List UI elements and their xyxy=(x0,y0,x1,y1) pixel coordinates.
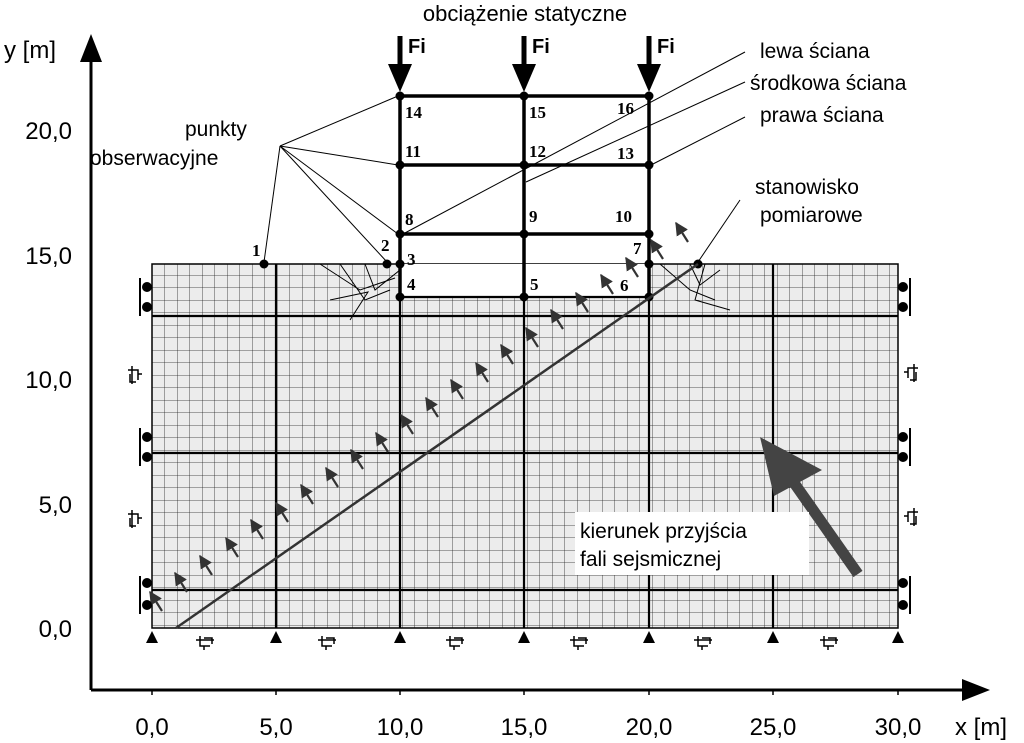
y-axis-label: y [m] xyxy=(4,37,56,64)
point-4 xyxy=(395,292,405,302)
point-labels: 1 2 3 4 5 6 7 8 9 10 11 12 13 14 15 16 xyxy=(252,99,642,295)
load-label-3: Fi xyxy=(657,36,675,58)
point-7 xyxy=(644,259,654,269)
svg-text:11: 11 xyxy=(405,142,421,161)
load-label-2: Fi xyxy=(532,36,550,58)
svg-text:10,0: 10,0 xyxy=(377,714,424,741)
right-wall-label: prawa ściana xyxy=(760,104,884,127)
diagram-title: obciążenie statyczne xyxy=(423,1,627,26)
point-14 xyxy=(395,91,405,101)
damper-symbols xyxy=(128,364,918,650)
point-16 xyxy=(644,91,654,101)
wave-front xyxy=(149,221,699,630)
point-5 xyxy=(519,292,529,302)
svg-text:2: 2 xyxy=(381,236,390,255)
point-15 xyxy=(519,91,529,101)
svg-text:4: 4 xyxy=(407,275,416,294)
measurement-station-label-2: pomiarowe xyxy=(760,204,863,227)
point-12 xyxy=(519,160,529,170)
point-8 xyxy=(395,229,405,239)
svg-text:0,0: 0,0 xyxy=(39,616,72,643)
bottom-supports xyxy=(146,631,904,643)
point-10 xyxy=(644,229,654,239)
point-1 xyxy=(259,259,269,269)
load-label-1: Fi xyxy=(408,36,426,58)
point-3 xyxy=(395,259,405,269)
left-wall-label: lewa ściana xyxy=(760,40,870,63)
x-axis-label: x [m] xyxy=(955,714,1007,741)
svg-text:1: 1 xyxy=(252,241,261,260)
svg-text:fali sejsmicznej: fali sejsmicznej xyxy=(580,548,721,571)
svg-text:25,0: 25,0 xyxy=(750,714,797,741)
svg-text:14: 14 xyxy=(405,103,423,122)
measurement-station-label-1: stanowisko xyxy=(755,176,859,199)
svg-text:15,0: 15,0 xyxy=(25,243,72,270)
boundary-supports xyxy=(139,278,911,614)
axes xyxy=(80,34,990,701)
svg-text:10,0: 10,0 xyxy=(25,367,72,394)
svg-text:30,0: 30,0 xyxy=(875,714,922,741)
svg-text:9: 9 xyxy=(529,207,538,226)
svg-text:10: 10 xyxy=(615,207,632,226)
svg-text:20,0: 20,0 xyxy=(25,118,72,145)
y-tick-labels: 0,0 5,0 10,0 15,0 20,0 xyxy=(25,118,72,643)
wall-leader-lines xyxy=(402,51,746,263)
point-11 xyxy=(395,160,405,170)
observation-points-label-1: punkty xyxy=(185,118,247,141)
svg-text:13: 13 xyxy=(617,144,634,163)
observation-leader-lines xyxy=(263,95,399,263)
axis-ticks xyxy=(151,690,899,695)
svg-text:6: 6 xyxy=(620,276,629,295)
seismic-direction-arrow xyxy=(760,437,863,578)
svg-text:8: 8 xyxy=(405,210,414,229)
point-9 xyxy=(519,229,529,239)
svg-text:5,0: 5,0 xyxy=(259,714,292,741)
point-2 xyxy=(382,259,392,269)
x-tick-labels: 0,0 5,0 10,0 15,0 20,0 25,0 30,0 xyxy=(135,714,921,741)
svg-text:kierunek przyjścia: kierunek przyjścia xyxy=(580,520,747,543)
svg-text:5: 5 xyxy=(530,275,539,294)
svg-text:15,0: 15,0 xyxy=(501,714,548,741)
seismic-wave-label: kierunek przyjścia fali sejsmicznej xyxy=(575,512,809,575)
svg-text:0,0: 0,0 xyxy=(135,714,168,741)
svg-text:15: 15 xyxy=(529,103,546,122)
svg-text:12: 12 xyxy=(529,142,546,161)
svg-text:7: 7 xyxy=(633,239,642,258)
svg-text:5,0: 5,0 xyxy=(39,492,72,519)
svg-text:20,0: 20,0 xyxy=(626,714,673,741)
load-arrows: Fi Fi Fi xyxy=(388,36,675,92)
point-13 xyxy=(644,160,654,170)
svg-text:3: 3 xyxy=(407,250,416,269)
observation-points-label-2: obserwacyjne xyxy=(90,147,218,170)
middle-wall-label: środkowa ściana xyxy=(750,72,907,95)
